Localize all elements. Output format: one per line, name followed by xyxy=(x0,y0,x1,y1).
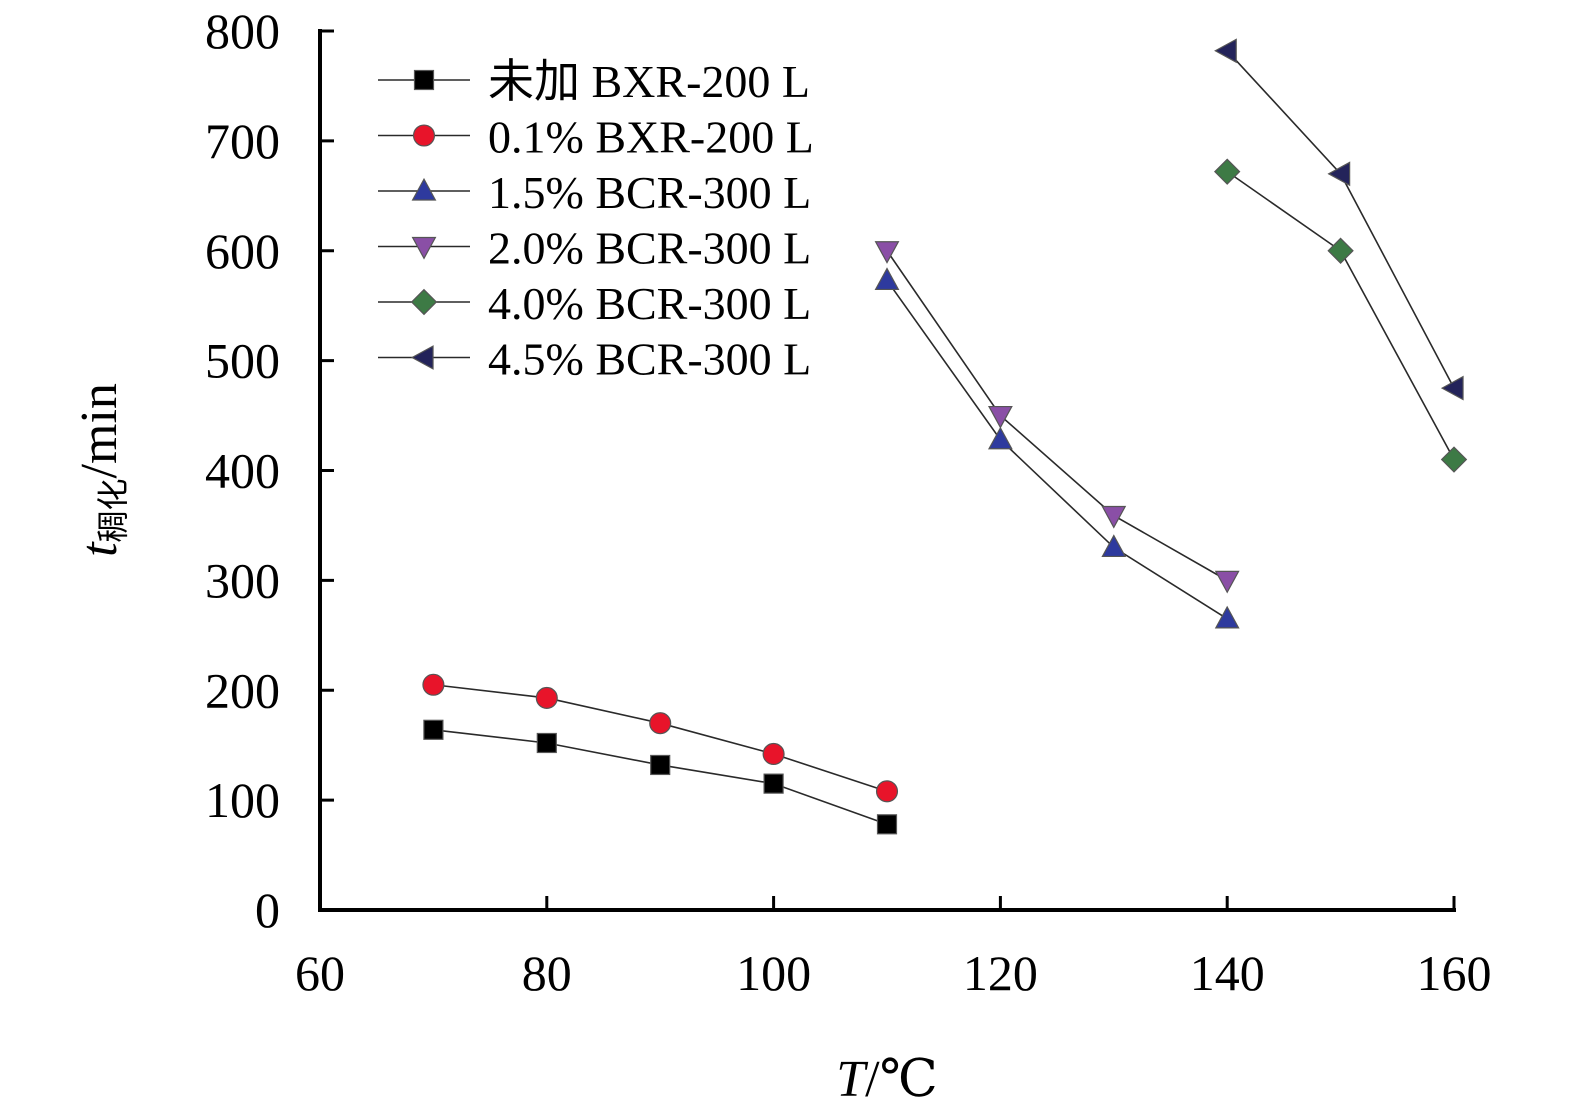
series-1-point xyxy=(763,773,784,794)
x-axis-title: T/℃ xyxy=(836,1051,938,1108)
series-6-point xyxy=(1327,161,1351,187)
series-2-point xyxy=(762,742,785,766)
legend-label: 4.0% BCR-300 L xyxy=(488,278,811,329)
series-1-point xyxy=(423,719,444,740)
series-4-point xyxy=(1214,570,1240,594)
series-6-point xyxy=(1214,38,1237,64)
legend-marker xyxy=(411,236,437,260)
x-tick-label: 60 xyxy=(295,945,345,1001)
series-2-point xyxy=(535,686,558,709)
y-axis-title-main: t xyxy=(71,541,128,557)
series-1-line xyxy=(433,729,888,826)
x-tick-label: 100 xyxy=(736,945,811,1001)
y-tick-label: 500 xyxy=(205,333,280,389)
series-3-point xyxy=(874,267,900,291)
series-3-point xyxy=(987,426,1013,450)
y-axis-title-unit: /min xyxy=(71,383,128,478)
series-2-point xyxy=(422,673,445,696)
series-1-point xyxy=(876,814,898,835)
series-5-point xyxy=(1440,446,1468,473)
series-4-point xyxy=(1101,505,1127,529)
x-axis-title-main: T xyxy=(836,1051,868,1108)
legend-marker xyxy=(411,177,437,201)
series-4-point xyxy=(987,405,1013,429)
series-4-line xyxy=(886,250,1228,582)
series-6-line xyxy=(1226,50,1455,389)
y-tick-label: 100 xyxy=(205,772,280,828)
series-2-point xyxy=(649,712,672,735)
legend-marker xyxy=(410,345,434,370)
series-1-point xyxy=(650,754,671,776)
series-5-line xyxy=(1226,170,1455,460)
plot-markers xyxy=(422,38,1468,835)
legend-marker xyxy=(413,69,435,91)
y-tick-label: 0 xyxy=(255,882,280,938)
legend-marker xyxy=(412,124,436,147)
y-tick-label: 200 xyxy=(205,662,280,718)
series-6-point xyxy=(1440,375,1464,401)
series-5-point xyxy=(1327,237,1354,264)
legend-label: 1.5% BCR-300 L xyxy=(488,167,811,218)
y-tick-label: 800 xyxy=(205,3,280,59)
x-axis-title-unit: /℃ xyxy=(865,1051,938,1108)
y-axis-title-sub: 稠化 xyxy=(95,478,131,542)
series-3-point xyxy=(1101,534,1127,558)
series-2-point xyxy=(875,780,899,803)
legend-label: 2.0% BCR-300 L xyxy=(488,223,811,274)
y-tick-label: 300 xyxy=(205,552,280,608)
legend-label: 未加 BXR-200 L xyxy=(488,56,810,107)
x-tick-label: 160 xyxy=(1417,945,1492,1001)
x-tick-label: 120 xyxy=(963,945,1038,1001)
y-tick-label: 600 xyxy=(205,223,280,279)
series-1-point xyxy=(536,732,557,754)
legend-label: 4.5% BCR-300 L xyxy=(488,334,811,385)
legend-label: 0.1% BXR-200 L xyxy=(488,112,814,163)
y-axis-title: t稠化/min xyxy=(71,383,131,557)
series-3-line xyxy=(886,279,1228,620)
y-tick-label: 400 xyxy=(205,443,280,499)
series-4-point xyxy=(874,241,900,264)
y-tick-label: 700 xyxy=(205,113,280,169)
x-tick-label: 80 xyxy=(522,945,572,1001)
x-tick-label: 140 xyxy=(1190,945,1265,1001)
series-3-point xyxy=(1214,605,1240,629)
ticks: 0 100 200 300 400 500 600 700 800 60 80 100 120 140 16… xyxy=(205,3,1492,1001)
series-5-point xyxy=(1214,158,1241,185)
legend: 未加 BXR-200 L0.1% BXR-200 L1.5% BCR-300 L… xyxy=(378,56,814,385)
legend-marker xyxy=(410,288,438,316)
